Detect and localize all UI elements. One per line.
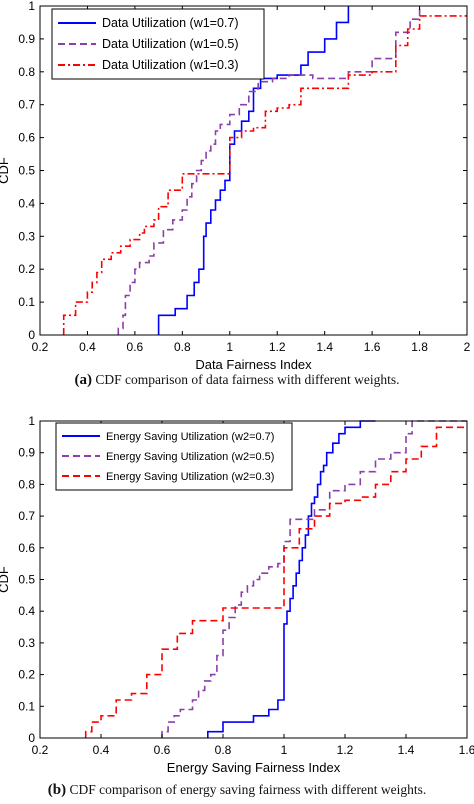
caption-b-text: CDF comparison of energy saving fairness… <box>66 782 427 797</box>
y-tick-label: 0 <box>28 731 35 745</box>
legend: Energy Saving Utilization (w2=0.7) Energy… <box>55 422 293 491</box>
caption-b-tag: (b) <box>47 782 67 798</box>
x-tick-label: 0.8 <box>174 340 191 354</box>
x-tick-label: 1.4 <box>316 340 333 354</box>
y-tick-label: 0.6 <box>18 541 35 555</box>
x-tick-label: 1.2 <box>337 743 354 757</box>
figure-panel-b: 0.2 0.4 0.6 0.8 1 1.2 1.4 1.6 0 0.1 0.2 0.3 0.4 0.5 0.… <box>0 410 474 804</box>
y-axis-label: CDF <box>0 566 11 593</box>
series-line-2 <box>117 6 421 335</box>
legend-label-2: Energy Saving Utilization (w2=0.5) <box>106 451 274 463</box>
y-tick-label: 0.9 <box>18 32 35 46</box>
caption-a-tag: (a) <box>74 372 92 388</box>
x-tick-label: 1.6 <box>364 340 381 354</box>
x-tick-label: 0.6 <box>127 340 144 354</box>
y-tick-label: 0.5 <box>18 164 35 178</box>
y-tick-label: 0.3 <box>18 229 35 243</box>
y-tick-label: 0 <box>28 328 35 342</box>
y-tick-label: 0.7 <box>18 98 35 112</box>
y-tick-label: 0.7 <box>18 509 35 523</box>
y-tick-label: 0.5 <box>18 573 35 587</box>
x-tick-label: 1.2 <box>269 340 286 354</box>
caption-a: (a) CDF comparison of data fairness with… <box>0 372 474 389</box>
chart-b: 0.2 0.4 0.6 0.8 1 1.2 1.4 1.6 0 0.1 0.2 0.3 0.4 0.5 0.… <box>0 414 474 775</box>
y-tick-label: 0.6 <box>18 131 35 145</box>
y-tick-label: 0.4 <box>18 196 35 210</box>
figure-panel-a: 0.2 0.4 0.6 0.8 1 1.2 1.4 1.6 1.8 2 0 0.1 0.2 0.3 0.4 0… <box>0 0 474 400</box>
y-tick-label: 0.1 <box>18 699 35 713</box>
x-tick-label: 1 <box>281 743 288 757</box>
legend-box <box>51 8 265 80</box>
y-tick-label: 0.2 <box>18 262 35 276</box>
y-tick-label: 0.9 <box>18 446 35 460</box>
y-tick-label: 0.1 <box>18 295 35 309</box>
legend: Data Utilization (w1=0.7) Data Utilizatio… <box>51 8 265 80</box>
x-tick-label: 0.8 <box>215 743 232 757</box>
series-line-2 <box>161 420 467 738</box>
series-line-1 <box>157 6 350 335</box>
legend-label-1: Energy Saving Utilization (w2=0.7) <box>106 431 274 443</box>
y-tick-label: 0.2 <box>18 668 35 682</box>
x-tick-label: 0.2 <box>32 743 49 757</box>
legend-label-3: Data Utilization (w1=0.3) <box>102 58 239 72</box>
y-tick-label: 0.8 <box>18 477 35 491</box>
x-tick-label: 1.8 <box>411 340 428 354</box>
y-axis-label: CDF <box>0 157 11 184</box>
y-tick-label: 1 <box>28 414 35 428</box>
legend-label-1: Data Utilization (w1=0.7) <box>102 16 239 30</box>
x-tick-label: 0.6 <box>154 743 171 757</box>
series-line-1 <box>207 420 376 738</box>
series-line-3 <box>62 15 467 335</box>
x-tick-label: 2 <box>464 340 471 354</box>
caption-b: (b) CDF comparison of energy saving fair… <box>0 782 474 799</box>
x-tick-label: 1.4 <box>398 743 415 757</box>
series-line-3 <box>84 426 467 738</box>
chart-a: 0.2 0.4 0.6 0.8 1 1.2 1.4 1.6 1.8 2 0 0.1 0.2 0.3 0.4 0… <box>0 0 471 372</box>
y-tick-label: 0.4 <box>18 604 35 618</box>
x-axis-label: Energy Saving Fairness Index <box>167 760 341 775</box>
x-axis-label: Data Fairness Index <box>195 357 312 370</box>
legend-label-3: Energy Saving Utilization (w2=0.3) <box>106 471 274 483</box>
y-tick-label: 1 <box>28 0 35 13</box>
legend-label-2: Data Utilization (w1=0.5) <box>102 37 239 51</box>
x-tick-label: 1 <box>226 340 233 354</box>
x-tick-label: 1.6 <box>459 743 474 757</box>
y-tick-label: 0.8 <box>18 65 35 79</box>
caption-a-text: CDF comparison of data fairness with dif… <box>91 372 400 387</box>
x-tick-label: 0.4 <box>93 743 110 757</box>
x-tick-label: 0.2 <box>32 340 49 354</box>
x-tick-label: 0.4 <box>79 340 96 354</box>
y-tick-label: 0.3 <box>18 636 35 650</box>
